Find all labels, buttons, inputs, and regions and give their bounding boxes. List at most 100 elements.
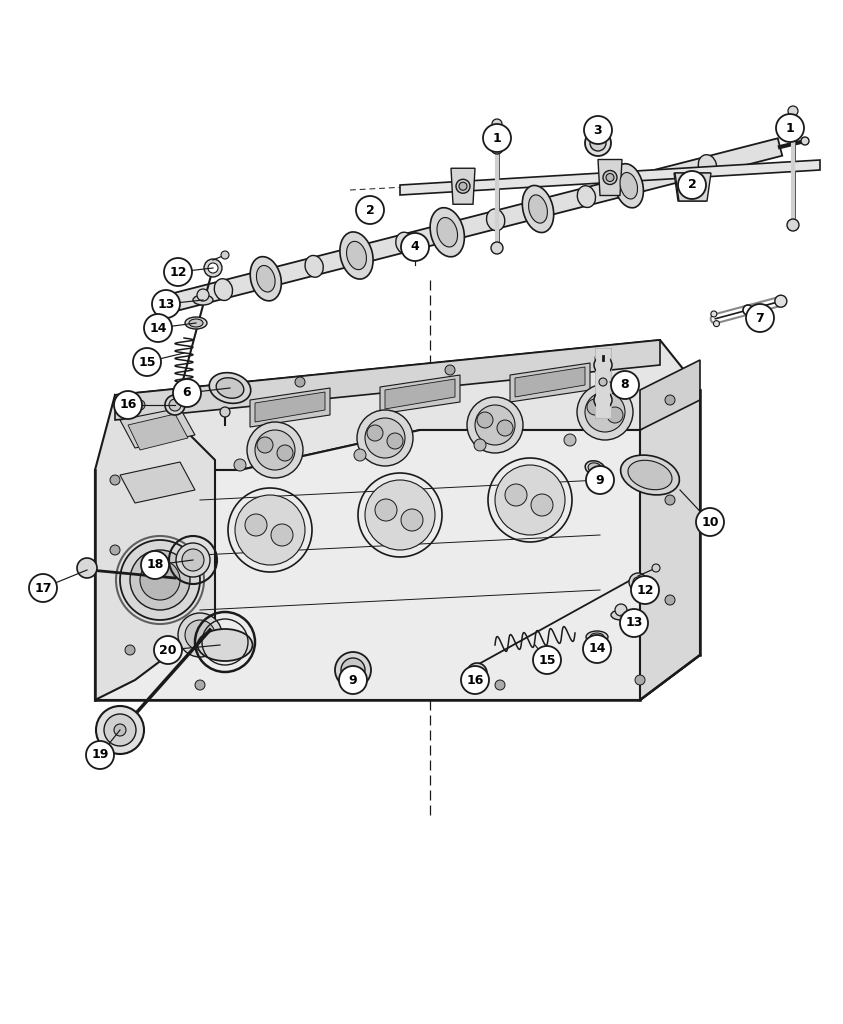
Circle shape <box>135 400 145 410</box>
Circle shape <box>401 509 423 531</box>
Text: 7: 7 <box>755 311 765 325</box>
Circle shape <box>711 311 717 317</box>
Polygon shape <box>674 173 710 201</box>
Text: 13: 13 <box>158 298 175 310</box>
Ellipse shape <box>250 257 282 301</box>
Circle shape <box>620 609 648 637</box>
Circle shape <box>120 540 200 620</box>
Circle shape <box>615 604 627 616</box>
Ellipse shape <box>698 155 717 176</box>
Circle shape <box>633 577 643 587</box>
Circle shape <box>365 480 435 550</box>
Text: 14: 14 <box>149 322 167 335</box>
Ellipse shape <box>628 460 672 489</box>
Circle shape <box>635 675 645 685</box>
Circle shape <box>354 449 366 461</box>
Circle shape <box>114 391 142 419</box>
Circle shape <box>277 445 293 461</box>
Polygon shape <box>385 379 455 409</box>
Circle shape <box>176 543 210 577</box>
Polygon shape <box>250 388 330 427</box>
Text: 9: 9 <box>596 473 604 486</box>
Circle shape <box>585 392 625 432</box>
Ellipse shape <box>585 461 604 475</box>
Circle shape <box>665 395 675 406</box>
Circle shape <box>133 348 161 376</box>
Ellipse shape <box>338 657 368 675</box>
Circle shape <box>505 484 527 506</box>
Circle shape <box>743 305 753 315</box>
Circle shape <box>665 595 675 605</box>
Circle shape <box>114 724 126 736</box>
Circle shape <box>86 741 114 769</box>
Ellipse shape <box>346 242 367 269</box>
Circle shape <box>606 173 614 181</box>
Text: 17: 17 <box>35 582 51 595</box>
Circle shape <box>152 290 180 318</box>
Ellipse shape <box>620 172 637 199</box>
Circle shape <box>154 636 182 664</box>
Circle shape <box>29 574 57 602</box>
Ellipse shape <box>256 265 275 292</box>
Circle shape <box>492 119 502 129</box>
Ellipse shape <box>523 185 554 232</box>
Circle shape <box>140 560 180 600</box>
Circle shape <box>477 412 493 428</box>
Circle shape <box>247 422 303 478</box>
Circle shape <box>497 420 513 436</box>
Text: 19: 19 <box>91 749 109 762</box>
Circle shape <box>652 564 660 572</box>
Circle shape <box>665 495 675 505</box>
Ellipse shape <box>437 217 458 247</box>
Ellipse shape <box>193 295 213 305</box>
Circle shape <box>96 706 144 754</box>
Circle shape <box>611 371 639 399</box>
Circle shape <box>208 263 218 273</box>
Polygon shape <box>115 340 660 420</box>
Circle shape <box>495 680 505 690</box>
Ellipse shape <box>620 455 679 495</box>
Ellipse shape <box>214 279 233 300</box>
Circle shape <box>456 179 470 194</box>
Polygon shape <box>120 462 195 503</box>
Circle shape <box>587 399 603 415</box>
Circle shape <box>178 613 222 657</box>
Circle shape <box>255 430 295 470</box>
Circle shape <box>584 116 612 144</box>
Circle shape <box>776 114 804 142</box>
Circle shape <box>577 384 633 440</box>
Polygon shape <box>640 390 700 700</box>
Circle shape <box>220 407 230 417</box>
Text: 16: 16 <box>120 398 137 412</box>
Circle shape <box>746 304 774 332</box>
Ellipse shape <box>577 185 595 208</box>
Circle shape <box>681 178 691 188</box>
Circle shape <box>585 130 611 156</box>
Circle shape <box>801 137 809 145</box>
Text: 20: 20 <box>159 643 177 656</box>
Circle shape <box>77 558 97 578</box>
Circle shape <box>788 106 798 116</box>
Circle shape <box>339 666 367 694</box>
Circle shape <box>693 184 703 194</box>
Circle shape <box>182 549 204 571</box>
Polygon shape <box>255 392 325 422</box>
Circle shape <box>235 495 305 565</box>
Circle shape <box>257 437 273 453</box>
Text: 16: 16 <box>466 674 484 686</box>
Circle shape <box>599 378 607 386</box>
Polygon shape <box>95 395 215 700</box>
Text: 3: 3 <box>593 124 602 136</box>
Polygon shape <box>510 362 590 402</box>
Circle shape <box>607 407 623 423</box>
Circle shape <box>595 353 605 362</box>
Text: 12: 12 <box>636 584 654 597</box>
Text: 9: 9 <box>349 674 357 686</box>
Text: 15: 15 <box>138 355 156 369</box>
Ellipse shape <box>189 319 203 327</box>
Ellipse shape <box>614 164 643 208</box>
Circle shape <box>467 663 487 683</box>
Ellipse shape <box>611 610 631 620</box>
Polygon shape <box>515 367 585 397</box>
Circle shape <box>459 182 467 190</box>
